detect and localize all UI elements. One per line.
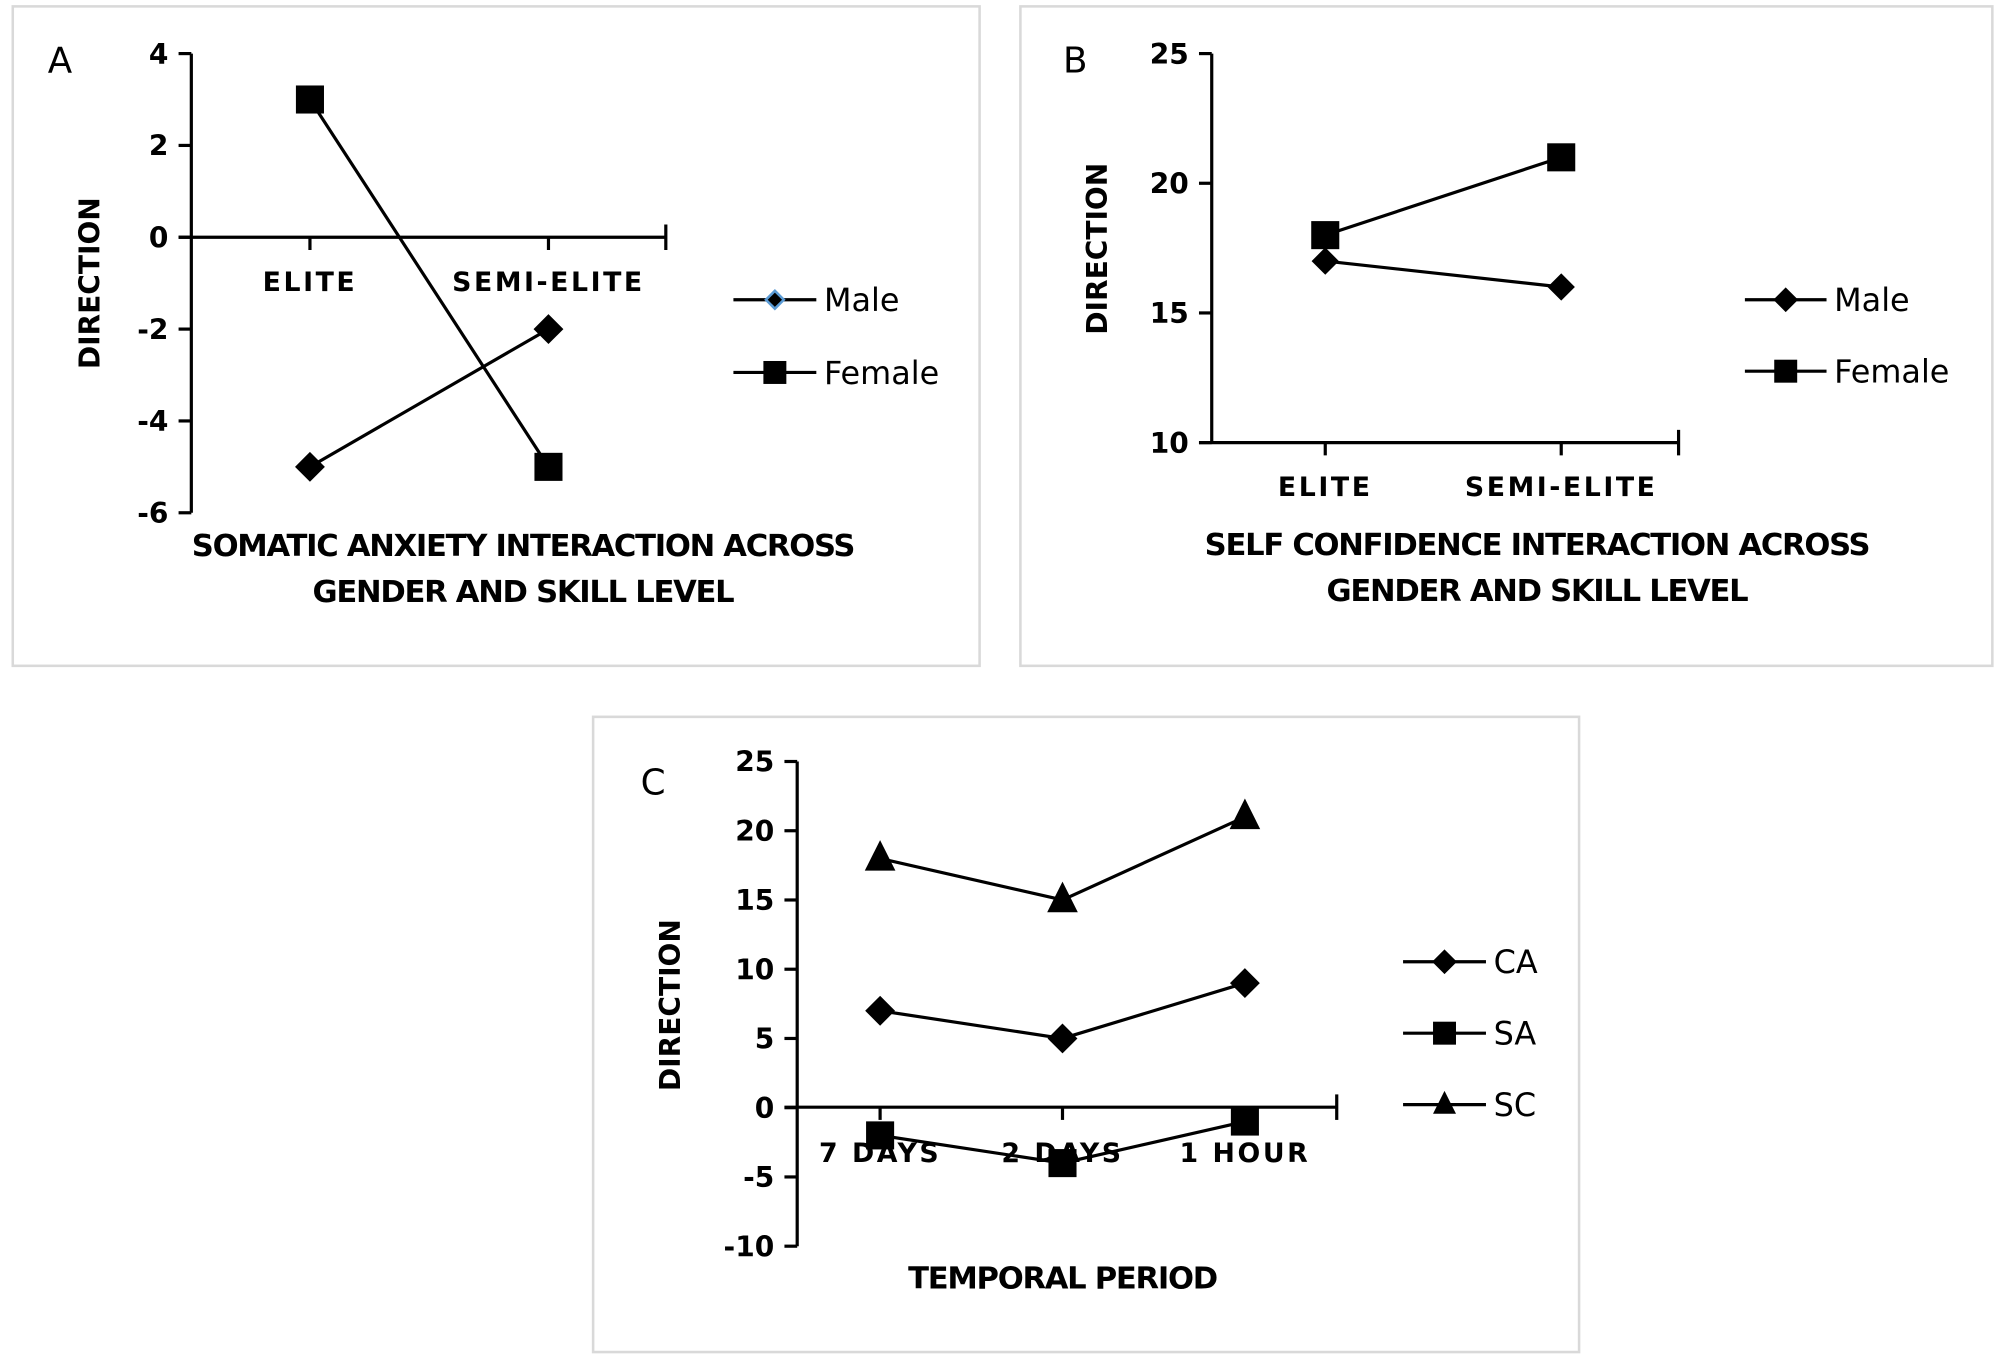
data-point-female — [1311, 221, 1340, 250]
y-tick-label: 0 — [755, 1092, 775, 1125]
data-point-sa — [1230, 1107, 1259, 1136]
legend-label: Male — [824, 281, 900, 319]
legend-item-female: Female — [1744, 353, 1949, 391]
legend-item-sa: SA — [1403, 1015, 1536, 1053]
y-tick-label: 20 — [735, 815, 774, 848]
chart-title: SELF CONFIDENCE INTERACTION ACROSS — [1205, 528, 1870, 563]
y-tick-label: -4 — [137, 405, 168, 438]
y-tick-label: 15 — [735, 884, 774, 917]
panel-border — [1019, 5, 1994, 668]
y-tick-label: -6 — [137, 497, 168, 530]
y-tick-label: 15 — [1150, 297, 1189, 330]
x-tick-label: ELITE — [263, 267, 358, 298]
y-tick-label: 10 — [735, 953, 774, 986]
series-line-male — [309, 327, 550, 469]
y-tick-label: 25 — [735, 746, 774, 779]
panel-label: A — [48, 41, 73, 82]
legend-label: Male — [1834, 281, 1910, 319]
y-axis-label: DIRECTION — [654, 919, 687, 1091]
panel-label: B — [1063, 41, 1088, 82]
x-tick-label: 1 HOUR — [1180, 1138, 1311, 1169]
legend-marker-square — [763, 360, 787, 384]
y-tick-label: -2 — [137, 313, 168, 346]
chart-panel-b: B 25 20 15 10 ELITE SEMI-ELITE Male Female SELF C… — [1019, 5, 1994, 668]
y-tick-label: -5 — [743, 1161, 774, 1194]
data-point-male — [295, 451, 325, 482]
y-tick-label: 20 — [1150, 167, 1189, 200]
series-line-male — [1325, 259, 1562, 289]
chart-panel-a: A 4 2 0 -2 -4 -6 ELITE SEMI-ELITE Male Female SOMAT… — [11, 5, 981, 668]
data-point-female — [534, 452, 563, 481]
chart-title: SOMATIC ANXIETY INTERACTION ACROSS — [192, 529, 854, 564]
chart-title: TEMPORAL PERIOD — [908, 1261, 1217, 1296]
y-tick-label: 0 — [149, 221, 169, 254]
y-tick-label: 2 — [149, 130, 169, 163]
legend-marker-diamond — [1773, 287, 1799, 313]
chart-title: GENDER AND SKILL LEVEL — [1327, 574, 1749, 609]
data-point-ca — [1047, 1023, 1078, 1054]
legend-label: SA — [1494, 1015, 1537, 1053]
legend-item-male: Male — [1744, 281, 1910, 319]
legend-item-male: Male — [733, 281, 899, 319]
legend-item-sc: SC — [1403, 1086, 1536, 1124]
panel-border — [11, 5, 981, 668]
data-point-female — [295, 85, 324, 114]
y-tick-label: 10 — [1150, 427, 1189, 460]
x-tick-label: SEMI-ELITE — [1465, 472, 1658, 503]
legend-marker-diamond — [764, 289, 786, 311]
data-point-sa — [866, 1121, 895, 1150]
y-tick-label: 25 — [1150, 38, 1189, 71]
data-point-male — [1311, 247, 1339, 275]
y-tick-label: 4 — [149, 38, 169, 71]
legend-label: Female — [1834, 353, 1949, 391]
y-axis-label: DIRECTION — [1081, 163, 1114, 335]
legend-label: CA — [1494, 943, 1538, 981]
x-tick-label: SEMI-ELITE — [452, 267, 645, 298]
data-point-sa — [1048, 1149, 1077, 1178]
legend-item-female: Female — [733, 354, 939, 392]
series-line-female — [308, 98, 550, 468]
panel-label: C — [641, 763, 666, 804]
y-tick-label: -10 — [724, 1230, 775, 1263]
legend-item-ca: CA — [1403, 943, 1538, 981]
data-point-sc — [864, 840, 896, 871]
y-tick-label: 5 — [755, 1023, 775, 1056]
data-point-male — [1547, 273, 1575, 301]
legend-label: Female — [824, 354, 939, 392]
data-point-sc — [1047, 881, 1078, 913]
legend-marker-square — [1433, 1021, 1456, 1045]
data-point-male — [533, 314, 564, 345]
data-point-female — [1547, 143, 1576, 172]
data-point-ca — [865, 995, 896, 1026]
x-tick-label: ELITE — [1278, 472, 1373, 503]
data-point-ca — [1229, 968, 1260, 999]
legend-label: SC — [1494, 1086, 1537, 1124]
legend-marker-triangle — [1433, 1090, 1456, 1114]
data-point-sc — [1229, 798, 1261, 830]
legend-marker-diamond — [1432, 949, 1457, 975]
y-axis-label: DIRECTION — [73, 197, 106, 369]
series-line-female — [1324, 155, 1562, 237]
legend-marker-square — [1774, 359, 1798, 383]
chart-title: GENDER AND SKILL LEVEL — [313, 575, 735, 610]
